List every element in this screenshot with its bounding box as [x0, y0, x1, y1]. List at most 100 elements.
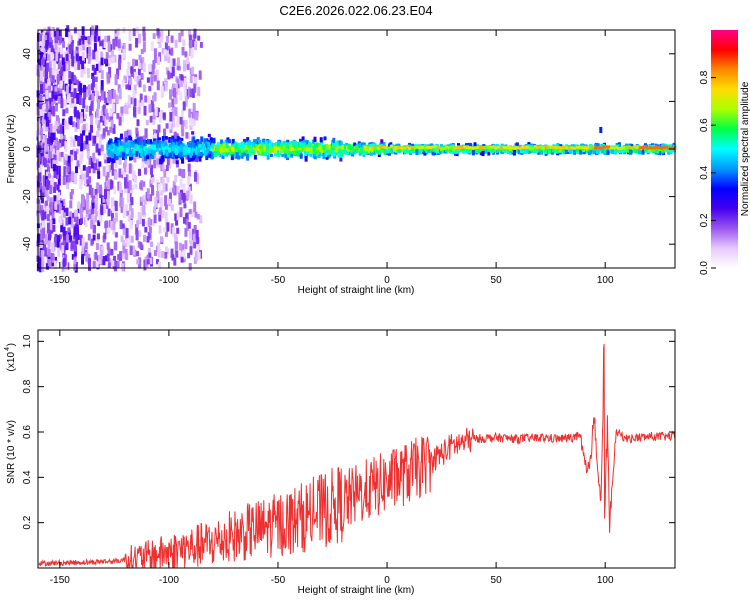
spectrogram-cell	[46, 231, 50, 237]
spectrogram-cell	[111, 88, 115, 99]
spectrogram-cell	[557, 145, 561, 149]
spectrogram-cell	[54, 257, 57, 264]
spectrogram-cell	[119, 251, 123, 259]
spectrogram-cell	[152, 108, 156, 120]
spectrogram-cell	[153, 250, 157, 256]
spectrogram-cell	[129, 220, 133, 230]
spectrogram-cell	[73, 212, 77, 222]
spectrogram-cell	[196, 141, 200, 148]
spectrogram-cell	[349, 146, 353, 150]
spectrogram-cell	[76, 160, 80, 167]
spectrogram-cell	[49, 219, 53, 230]
spectrogram-cell	[323, 136, 327, 141]
spectrogram-cell	[544, 147, 548, 153]
spectrogram-cell	[395, 146, 399, 150]
spectrogram-cell	[605, 146, 609, 152]
spectrogram-cell	[512, 146, 516, 150]
spectrogram-cell	[176, 186, 180, 195]
spectrogram-cell	[177, 86, 181, 96]
spectrogram-cell	[47, 45, 51, 55]
spectrogram-cell	[333, 152, 337, 157]
spectrogram-cell	[157, 56, 160, 65]
spectrogram-cell	[95, 51, 99, 62]
spectrogram-cell	[594, 146, 598, 150]
spectrogram-cell	[158, 211, 162, 222]
spectrogram-cell	[672, 146, 676, 150]
spectrogram-cell	[523, 146, 527, 149]
spectrogram-cell	[113, 241, 117, 250]
spectrogram-cell	[88, 184, 92, 195]
spectrogram-cell	[307, 150, 310, 157]
spectrogram-cell	[137, 212, 141, 223]
spectrogram-cell	[45, 71, 48, 80]
spectrogram-cell	[195, 230, 199, 240]
spectrogram-cell	[82, 44, 86, 51]
spectrogram-cell	[452, 146, 456, 150]
spectrogram-cell	[559, 144, 563, 148]
spectrogram-cell	[105, 255, 109, 262]
spectrogram-cell	[111, 97, 115, 106]
spectrogram-cell	[308, 141, 312, 148]
spectrogram-cell	[129, 151, 133, 157]
spectrogram-cell	[286, 139, 290, 144]
spectrogram-cell	[71, 212, 75, 219]
spectrogram-cell	[114, 74, 118, 86]
spectrogram-cell	[53, 154, 57, 161]
spectrogram-cell	[512, 149, 516, 156]
spectrogram-cell	[107, 60, 111, 66]
spectrogram-cell	[140, 48, 144, 54]
spectrogram-cell	[118, 156, 122, 165]
spectrogram-cell	[96, 233, 100, 240]
spectrogram-cell	[51, 90, 55, 102]
spectrogram-cell	[57, 192, 61, 201]
spectrogram-cell	[118, 182, 122, 194]
spectrogram-cell	[212, 151, 216, 156]
spectrogram-cell	[70, 91, 74, 98]
spectrogram-cell	[186, 62, 190, 71]
spectrogram-cell	[109, 157, 113, 162]
spectrogram-cell	[49, 34, 53, 43]
spectrogram-cell	[418, 146, 422, 150]
spectrogram-cell	[547, 145, 550, 149]
spectrogram-cell	[157, 242, 161, 252]
spectrogram-cell	[83, 84, 86, 93]
spectrogram-cell	[484, 149, 488, 154]
spectrogram-cell	[187, 86, 191, 98]
spectrogram-cell	[73, 106, 77, 118]
spectrogram-cell	[230, 156, 234, 160]
spectrogram-cell	[313, 136, 317, 143]
snr-frame	[37, 329, 676, 569]
spectrogram-cell	[105, 227, 109, 234]
spectrogram-cell	[151, 104, 155, 113]
spectrogram-cell	[60, 152, 64, 158]
spectrogram-cell	[75, 235, 79, 245]
spectrogram-cell	[115, 212, 118, 222]
spectrogram-cell	[128, 30, 132, 42]
spectrogram-cell	[124, 167, 128, 174]
spectrogram-cell	[43, 27, 47, 35]
spectrogram-cell	[41, 192, 45, 198]
spectrogram-cell	[133, 175, 137, 183]
spectrogram-cell	[93, 215, 97, 223]
spectrogram-cell	[573, 146, 577, 150]
spectrogram-cell	[61, 245, 65, 254]
spectrogram-cell	[197, 251, 201, 260]
spectrogram-cell	[93, 42, 97, 53]
spectrogram-cell	[248, 149, 252, 156]
spectrogram-cell	[338, 140, 342, 146]
spectrogram-cell	[106, 130, 110, 136]
spectrogram-cell	[79, 234, 83, 246]
spectrogram-cell	[114, 201, 118, 212]
spectrogram-cell	[47, 26, 51, 36]
spectrogram-cell	[67, 227, 71, 233]
spectrogram-cell	[254, 139, 258, 144]
colorbar-tick-label: 0.6	[699, 118, 710, 132]
spectrogram-cell	[599, 127, 603, 133]
spectrogram-cell	[164, 204, 168, 210]
spectrogram-cell	[124, 204, 128, 214]
spectrogram-cell	[111, 260, 115, 267]
spectrogram-cell	[107, 157, 111, 164]
spectrogram-cell	[127, 102, 131, 109]
spectrogram-cell	[150, 76, 154, 86]
y-tick-label: 0	[22, 146, 33, 152]
